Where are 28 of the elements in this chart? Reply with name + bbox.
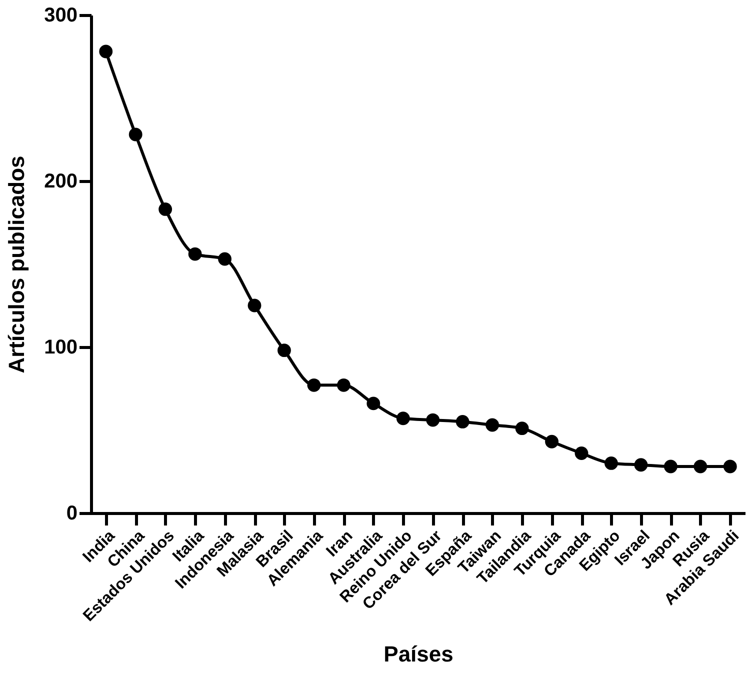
- point: [515, 422, 529, 436]
- point: [307, 378, 321, 392]
- point: [486, 418, 500, 432]
- y-tick-label: 200: [44, 170, 78, 192]
- y-axis-title: Artículos publicados: [4, 156, 30, 374]
- point: [336, 378, 350, 392]
- point: [634, 458, 648, 472]
- y-tick-label: 300: [44, 4, 78, 26]
- point: [545, 434, 558, 448]
- point: [456, 415, 470, 428]
- point: [664, 460, 678, 474]
- point: [128, 128, 142, 142]
- point: [248, 298, 262, 312]
- point: [426, 413, 440, 427]
- point: [366, 396, 380, 410]
- point: [158, 202, 172, 216]
- point: [574, 446, 588, 460]
- point: [604, 456, 618, 470]
- point: [99, 44, 113, 58]
- y-tick-label: 100: [44, 336, 78, 358]
- x-axis-title: Países: [384, 641, 454, 666]
- point: [723, 460, 737, 474]
- y-tick-label: 0: [66, 502, 78, 524]
- point: [694, 460, 708, 474]
- point: [278, 344, 291, 358]
- point: [188, 247, 202, 261]
- point: [218, 252, 232, 266]
- point: [396, 412, 410, 426]
